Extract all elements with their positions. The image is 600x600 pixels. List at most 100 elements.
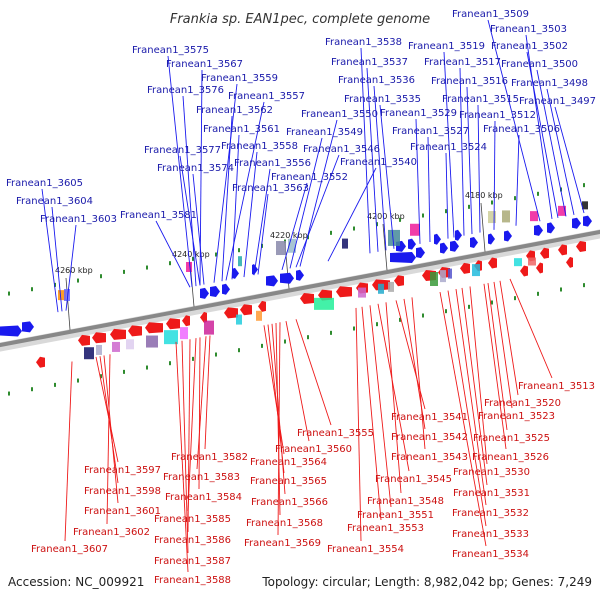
gene-label[interactable]: Franean1_3562 (196, 105, 273, 116)
gene-label[interactable]: Franean1_3605 (6, 178, 83, 189)
gene-label[interactable]: Franean1_3531 (453, 488, 530, 499)
leader-line (415, 118, 421, 244)
gene-label[interactable]: Franean1_3551 (357, 510, 434, 521)
gene-label[interactable]: Franean1_3550 (301, 109, 378, 120)
gene-label[interactable]: Franean1_3500 (501, 59, 578, 70)
gene-label[interactable]: Franean1_3604 (16, 196, 93, 207)
gene-label[interactable]: Franean1_3576 (147, 85, 224, 96)
gene-label[interactable]: Franean1_3586 (154, 535, 231, 546)
gene-label[interactable]: Franean1_3540 (340, 157, 417, 168)
gene-label[interactable]: Franean1_3565 (250, 476, 327, 487)
gene-label[interactable]: Franean1_3559 (201, 73, 278, 84)
gene-label[interactable]: Franean1_3538 (325, 37, 402, 48)
gene-label[interactable]: Franean1_3534 (452, 549, 529, 560)
gene-label[interactable]: Franean1_3560 (275, 444, 352, 455)
gene-label[interactable]: Franean1_3555 (297, 428, 374, 439)
gene-label[interactable]: Franean1_3554 (327, 544, 404, 555)
gene-label[interactable]: Franean1_3519 (408, 41, 485, 52)
gene-label[interactable]: Franean1_3588 (154, 575, 231, 586)
gene-label[interactable]: Franean1_3584 (165, 492, 242, 503)
gene-label[interactable]: Franean1_3597 (84, 465, 161, 476)
gene-label[interactable]: Franean1_3587 (154, 556, 231, 567)
gene-label[interactable]: Franean1_3546 (303, 144, 380, 155)
gene-label[interactable]: Franean1_3553 (347, 523, 424, 534)
gene-label[interactable]: Franean1_3520 (484, 398, 561, 409)
reverse-gene-arrow (558, 244, 567, 256)
gene-label[interactable]: Franean1_3602 (73, 527, 150, 538)
gene-label[interactable]: Franean1_3603 (40, 214, 117, 225)
gene-label[interactable]: Franean1_3568 (246, 518, 323, 529)
gene-label[interactable]: Franean1_3516 (431, 76, 508, 87)
gene-label[interactable]: Franean1_3502 (491, 41, 568, 52)
gene-label[interactable]: Franean1_3526 (472, 452, 549, 463)
gene-label[interactable]: Franean1_3525 (473, 433, 550, 444)
gene-label[interactable]: Franean1_3563 (232, 183, 309, 194)
gene-label[interactable]: Franean1_3517 (424, 57, 501, 68)
leader-line (327, 167, 377, 262)
feature-box (388, 281, 394, 292)
gene-label[interactable]: Franean1_3524 (410, 142, 487, 153)
gene-label[interactable]: Franean1_3548 (367, 496, 444, 507)
gene-label[interactable]: Franean1_3581 (120, 210, 197, 221)
gene-label[interactable]: Franean1_3577 (144, 145, 221, 156)
reverse-gene-arrow (258, 300, 266, 312)
gene-label[interactable]: Franean1_3585 (154, 514, 231, 525)
forward-gene-arrow (266, 275, 278, 287)
feature-box (314, 297, 334, 310)
gene-label[interactable]: Franean1_3503 (490, 24, 567, 35)
gene-label[interactable]: Franean1_3549 (286, 127, 363, 138)
gene-label[interactable]: Franean1_3566 (251, 497, 328, 508)
gene-label[interactable]: Franean1_3532 (452, 508, 529, 519)
gene-label[interactable]: Franean1_3542 (391, 432, 468, 443)
gene-label[interactable]: Franean1_3561 (203, 124, 280, 135)
gene-label[interactable]: Franean1_3583 (163, 472, 240, 483)
gene-label[interactable]: Franean1_3557 (228, 91, 305, 102)
leader-line (483, 283, 507, 450)
gene-label[interactable]: Franean1_3536 (338, 75, 415, 86)
gene-label[interactable]: Franean1_3497 (519, 96, 596, 107)
gene-label[interactable]: Franean1_3598 (84, 486, 161, 497)
gene-label[interactable]: Franean1_3574 (157, 163, 234, 174)
gene-label[interactable]: Franean1_3530 (453, 467, 530, 478)
gene-label[interactable]: Franean1_3541 (391, 412, 468, 423)
gene-label[interactable]: Franean1_3537 (331, 57, 408, 68)
reverse-gene-arrow (92, 332, 106, 344)
gene-label[interactable]: Franean1_3529 (380, 108, 457, 119)
feature-track (0, 201, 592, 368)
gene-label[interactable]: Franean1_3607 (31, 544, 108, 555)
feature-box (440, 270, 446, 283)
gene-label[interactable]: Franean1_3582 (171, 452, 248, 463)
feature-box (64, 288, 70, 301)
gene-label[interactable]: Franean1_3533 (452, 529, 529, 540)
grid-tick (284, 339, 286, 344)
leader-line (95, 356, 119, 463)
gene-label[interactable]: Franean1_3552 (271, 172, 348, 183)
gene-label[interactable]: Franean1_3556 (234, 158, 311, 169)
gene-label[interactable]: Franean1_3569 (244, 538, 321, 549)
gene-label[interactable]: Franean1_3527 (392, 126, 469, 137)
forward-gene-arrow (280, 272, 294, 284)
gene-label[interactable]: Franean1_3564 (250, 457, 327, 468)
gene-label[interactable]: Franean1_3498 (511, 78, 588, 89)
gene-label[interactable]: Franean1_3575 (132, 45, 209, 56)
gene-label[interactable]: Franean1_3506 (483, 124, 560, 135)
gene-label[interactable]: Franean1_3512 (459, 110, 536, 121)
leader-line (295, 319, 332, 426)
gene-label[interactable]: Franean1_3567 (166, 59, 243, 70)
gene-label[interactable]: Franean1_3535 (344, 94, 421, 105)
leader-lines (41, 19, 585, 573)
gene-label[interactable]: Franean1_3601 (84, 506, 161, 517)
gene-label[interactable]: Franean1_3545 (375, 474, 452, 485)
forward-gene-arrow (210, 285, 220, 297)
gene-label[interactable]: Franean1_3515 (442, 94, 519, 105)
forward-gene-arrow (222, 283, 230, 295)
forward-gene-arrow (440, 242, 448, 254)
gene-label[interactable]: Franean1_3509 (452, 9, 529, 20)
feature-box (430, 271, 438, 286)
gene-label[interactable]: Franean1_3558 (221, 141, 298, 152)
gene-label[interactable]: Franean1_3523 (478, 411, 555, 422)
gene-label[interactable]: Franean1_3543 (391, 452, 468, 463)
feature-box (204, 320, 214, 335)
gene-label[interactable]: Franean1_3513 (518, 381, 595, 392)
forward-gene-arrow (0, 325, 22, 337)
